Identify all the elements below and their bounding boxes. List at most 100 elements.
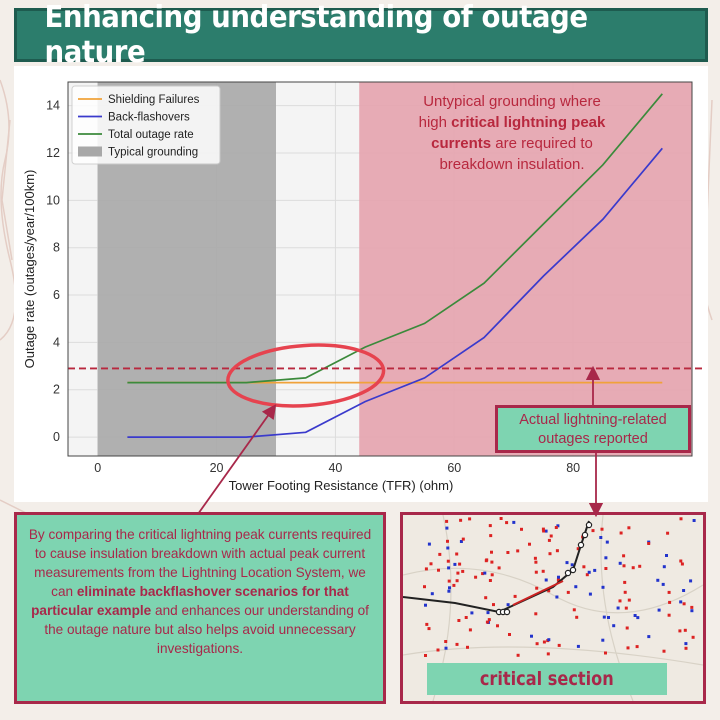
strike-marker-blue: [459, 540, 463, 543]
strike-marker-blue: [662, 565, 666, 569]
strike-marker-blue: [607, 616, 610, 619]
strike-marker-red: [667, 590, 671, 594]
strike-marker-red: [437, 568, 440, 572]
strike-marker-red: [622, 564, 626, 568]
strike-marker-blue: [556, 524, 560, 528]
strike-marker-red: [667, 613, 671, 617]
strike-marker-blue: [616, 606, 620, 610]
strike-marker-red: [436, 648, 440, 652]
strike-marker-red: [484, 559, 488, 563]
strike-marker-red: [557, 579, 561, 582]
strike-marker-red: [499, 517, 503, 520]
explanation-box: By comparing the critical lightning peak…: [14, 512, 386, 704]
explanation-bold: eliminate backflashover scenarios for th…: [31, 584, 349, 618]
y-tick-label: 4: [53, 335, 60, 349]
strike-marker-red: [423, 585, 426, 589]
strike-marker-blue: [444, 646, 448, 650]
x-tick-label: 0: [94, 461, 101, 475]
strike-marker-red: [626, 646, 630, 650]
strike-marker-red: [679, 559, 683, 563]
tower-marker: [569, 566, 577, 574]
y-tick-label: 2: [53, 383, 60, 397]
strike-marker-blue: [424, 603, 427, 607]
annotation-line-2-bold: critical lightning peak: [451, 114, 606, 131]
strike-marker-red: [427, 627, 431, 631]
y-tick-label: 10: [46, 193, 60, 207]
strike-marker-red: [488, 524, 492, 528]
strike-marker-red: [496, 624, 499, 628]
strike-marker-blue: [601, 585, 605, 589]
strike-marker-red: [445, 519, 449, 523]
strike-marker-blue: [665, 554, 668, 557]
strike-marker-blue: [684, 642, 688, 646]
strike-marker-blue: [657, 608, 661, 612]
annotation-line-2-pre: high: [419, 114, 452, 131]
strike-marker-red: [459, 518, 463, 522]
strike-marker-red: [541, 569, 545, 573]
strike-marker-red: [542, 640, 546, 644]
strike-marker-red: [555, 549, 559, 553]
strike-marker-blue: [448, 586, 451, 590]
strike-marker-blue: [555, 595, 559, 599]
strike-marker-red: [684, 646, 688, 650]
strike-marker-red: [572, 608, 576, 612]
strike-marker-red: [604, 651, 607, 655]
region-untypical-grounding: [359, 82, 692, 456]
chart-area: 0 20 40 60 80 0 2 4 6 8 10 12 14 Tower Footing Resist…: [14, 66, 708, 502]
annotation-line-1: Untypical grounding where: [423, 93, 601, 110]
strike-marker-blue: [604, 556, 608, 560]
strike-marker-blue: [656, 578, 660, 582]
strike-marker-blue: [601, 638, 605, 642]
strike-marker-blue: [453, 562, 457, 566]
tower-marker: [564, 569, 572, 577]
strike-marker-red: [547, 538, 551, 542]
plot-frame: [67, 81, 693, 457]
tower-marker: [577, 541, 585, 549]
series-line-2: [127, 93, 663, 384]
strike-marker-red: [549, 534, 553, 538]
strike-marker-red: [542, 529, 546, 533]
x-tick-label: 80: [566, 461, 580, 475]
y-axis-label: Outage rate (outages/year/100km): [22, 170, 37, 369]
y-tick-label: 12: [46, 146, 60, 160]
map-road: [403, 646, 703, 666]
strike-marker-blue: [447, 566, 451, 570]
strike-marker-red: [528, 542, 531, 546]
explanation-text-1: By comparing the critical lightning peak…: [28, 527, 372, 599]
strike-marker-red: [490, 560, 494, 564]
annotation-line-3-bold: currents: [431, 135, 491, 152]
strike-marker-blue: [544, 578, 548, 582]
strike-marker-red: [492, 603, 495, 607]
map-road: [403, 567, 703, 614]
strike-marker-blue: [565, 561, 569, 565]
strike-marker-red: [591, 529, 595, 533]
strike-marker-red: [635, 645, 639, 649]
map-caption-text: critical section: [480, 668, 614, 690]
strike-marker-red: [600, 527, 604, 531]
strike-marker-red: [520, 527, 523, 531]
y-tick-label: 14: [46, 99, 60, 113]
strike-marker-red: [461, 569, 465, 573]
strike-marker-red: [424, 567, 428, 571]
strike-marker-red: [505, 521, 509, 525]
strike-marker-red: [690, 605, 694, 609]
strike-marker-red: [487, 618, 491, 622]
strike-marker-red: [474, 575, 478, 579]
strike-marker-red: [678, 629, 682, 633]
strike-marker-red: [446, 539, 449, 543]
strike-marker-blue: [446, 546, 450, 550]
strike-marker-red: [682, 602, 686, 606]
tower-marker: [581, 531, 589, 539]
strike-marker-blue: [633, 614, 637, 617]
strike-marker-red: [456, 571, 460, 575]
x-tick-label: 60: [447, 461, 461, 475]
y-tick-label: 8: [53, 241, 60, 255]
strike-marker-red: [533, 556, 537, 560]
strike-marker-red: [623, 590, 627, 594]
legend-label: Total outage rate: [108, 129, 194, 141]
strike-marker-blue: [588, 592, 592, 596]
strike-marker-red: [631, 566, 635, 570]
strike-marker-blue: [661, 582, 665, 586]
strike-marker-blue: [486, 611, 490, 615]
actual-callout-line1: Actual lightning-related: [519, 412, 667, 428]
